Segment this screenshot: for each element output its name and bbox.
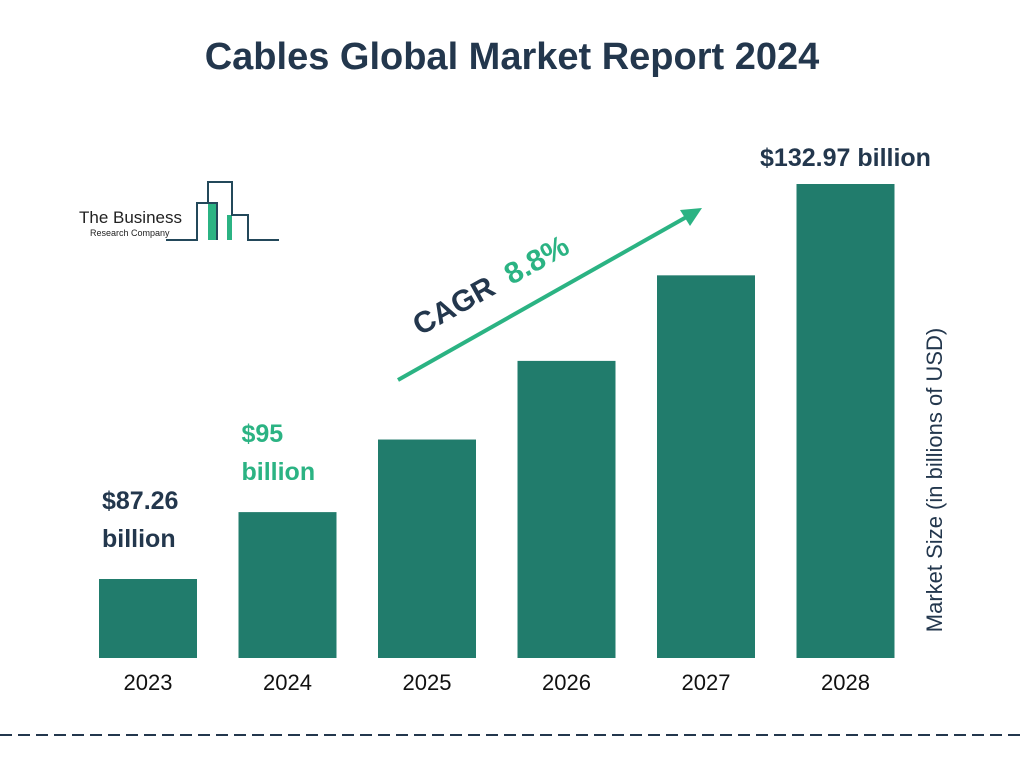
cagr-value: 8.8% xyxy=(499,229,575,291)
logo-bar xyxy=(227,215,232,240)
data-label: billion xyxy=(242,458,316,486)
logo-outline xyxy=(208,202,218,240)
data-label: $132.97 billion xyxy=(760,144,931,172)
chart-title: Cables Global Market Report 2024 xyxy=(204,36,820,78)
x-tick-label: 2026 xyxy=(542,670,591,695)
cagr-arrow-line xyxy=(397,213,691,382)
data-label: $95 xyxy=(242,420,284,448)
logo-outline xyxy=(166,181,279,241)
bar-2028 xyxy=(796,184,895,658)
x-tick-label: 2028 xyxy=(821,670,870,695)
bar-2025 xyxy=(378,439,476,658)
bar-2023 xyxy=(99,579,197,658)
x-tick-label: 2027 xyxy=(682,670,731,695)
logo-bar xyxy=(208,203,217,240)
cagr-annotation: CAGR 8.8% xyxy=(397,208,702,382)
logo-line1: The Business xyxy=(79,208,182,227)
x-tick-label: 2024 xyxy=(263,670,312,695)
y-axis-label: Market Size (in billions of USD) xyxy=(922,328,947,632)
logo: The Business Research Company xyxy=(79,181,279,241)
logo-line2: Research Company xyxy=(90,228,170,238)
x-tick-label: 2025 xyxy=(403,670,452,695)
arrow-head-icon xyxy=(680,208,702,226)
data-label: billion xyxy=(102,525,176,553)
data-label: $87.26 xyxy=(102,487,178,515)
bar-2027 xyxy=(657,275,755,658)
bar-2026 xyxy=(517,360,616,658)
bar-2024 xyxy=(238,512,337,658)
x-tick-label: 2023 xyxy=(124,670,173,695)
